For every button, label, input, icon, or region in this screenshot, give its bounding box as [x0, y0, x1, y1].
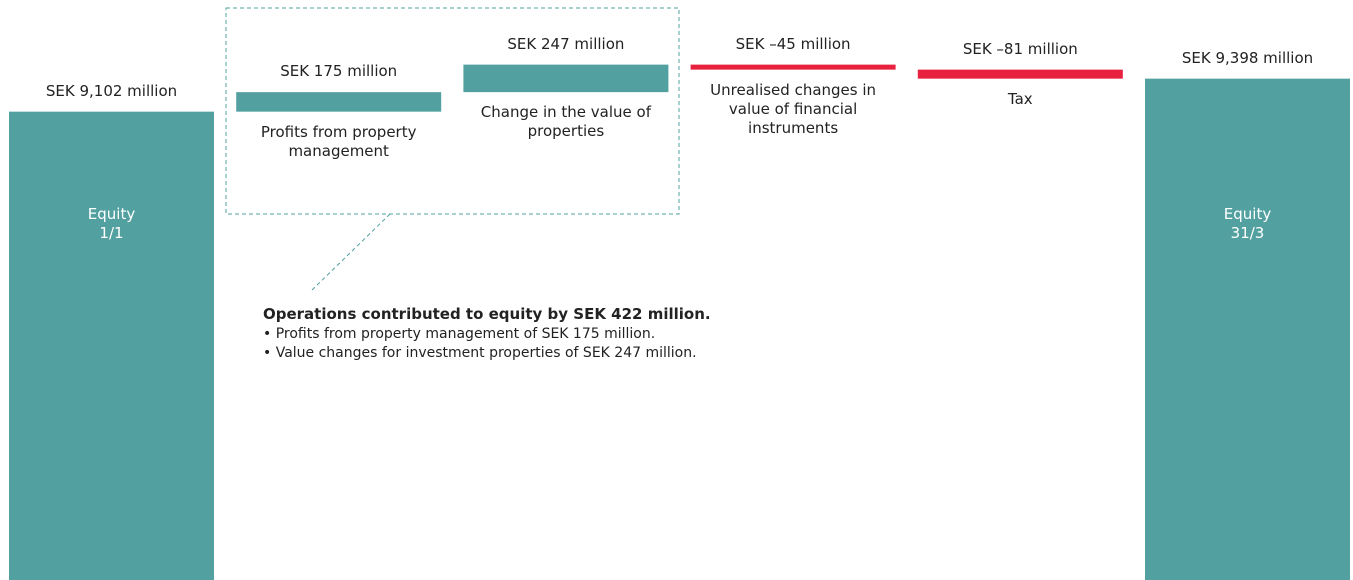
bar — [690, 64, 896, 70]
bar — [463, 64, 669, 93]
category-label: Change in the value of properties — [480, 103, 651, 141]
bar — [917, 69, 1123, 79]
value-label: SEK 9,398 million — [1181, 48, 1314, 67]
group-box — [225, 7, 680, 215]
bar — [9, 111, 214, 580]
category-label: Unrealised changes in value of financial… — [710, 80, 877, 137]
value-label: SEK –81 million — [962, 39, 1078, 58]
annotation-item: Value changes for investment properties … — [263, 344, 711, 363]
category-label: Equity 1/1 — [87, 205, 136, 242]
value-label: SEK 247 million — [507, 34, 625, 53]
value-label: SEK 175 million — [280, 62, 398, 81]
category-label: Profits from property management — [260, 122, 417, 160]
connector — [311, 213, 391, 291]
bar — [1145, 78, 1350, 580]
annotation-title: Operations contributed to equity by SEK … — [263, 305, 711, 323]
value-label: SEK 9,102 million — [45, 81, 178, 100]
bar — [236, 92, 442, 112]
category-label: Tax — [1007, 89, 1033, 108]
category-label: Equity 31/3 — [1223, 205, 1272, 242]
annotation-item: Profits from property management of SEK … — [263, 325, 711, 344]
value-label: SEK –45 million — [735, 34, 851, 53]
annotation: Operations contributed to equity by SEK … — [263, 305, 711, 363]
